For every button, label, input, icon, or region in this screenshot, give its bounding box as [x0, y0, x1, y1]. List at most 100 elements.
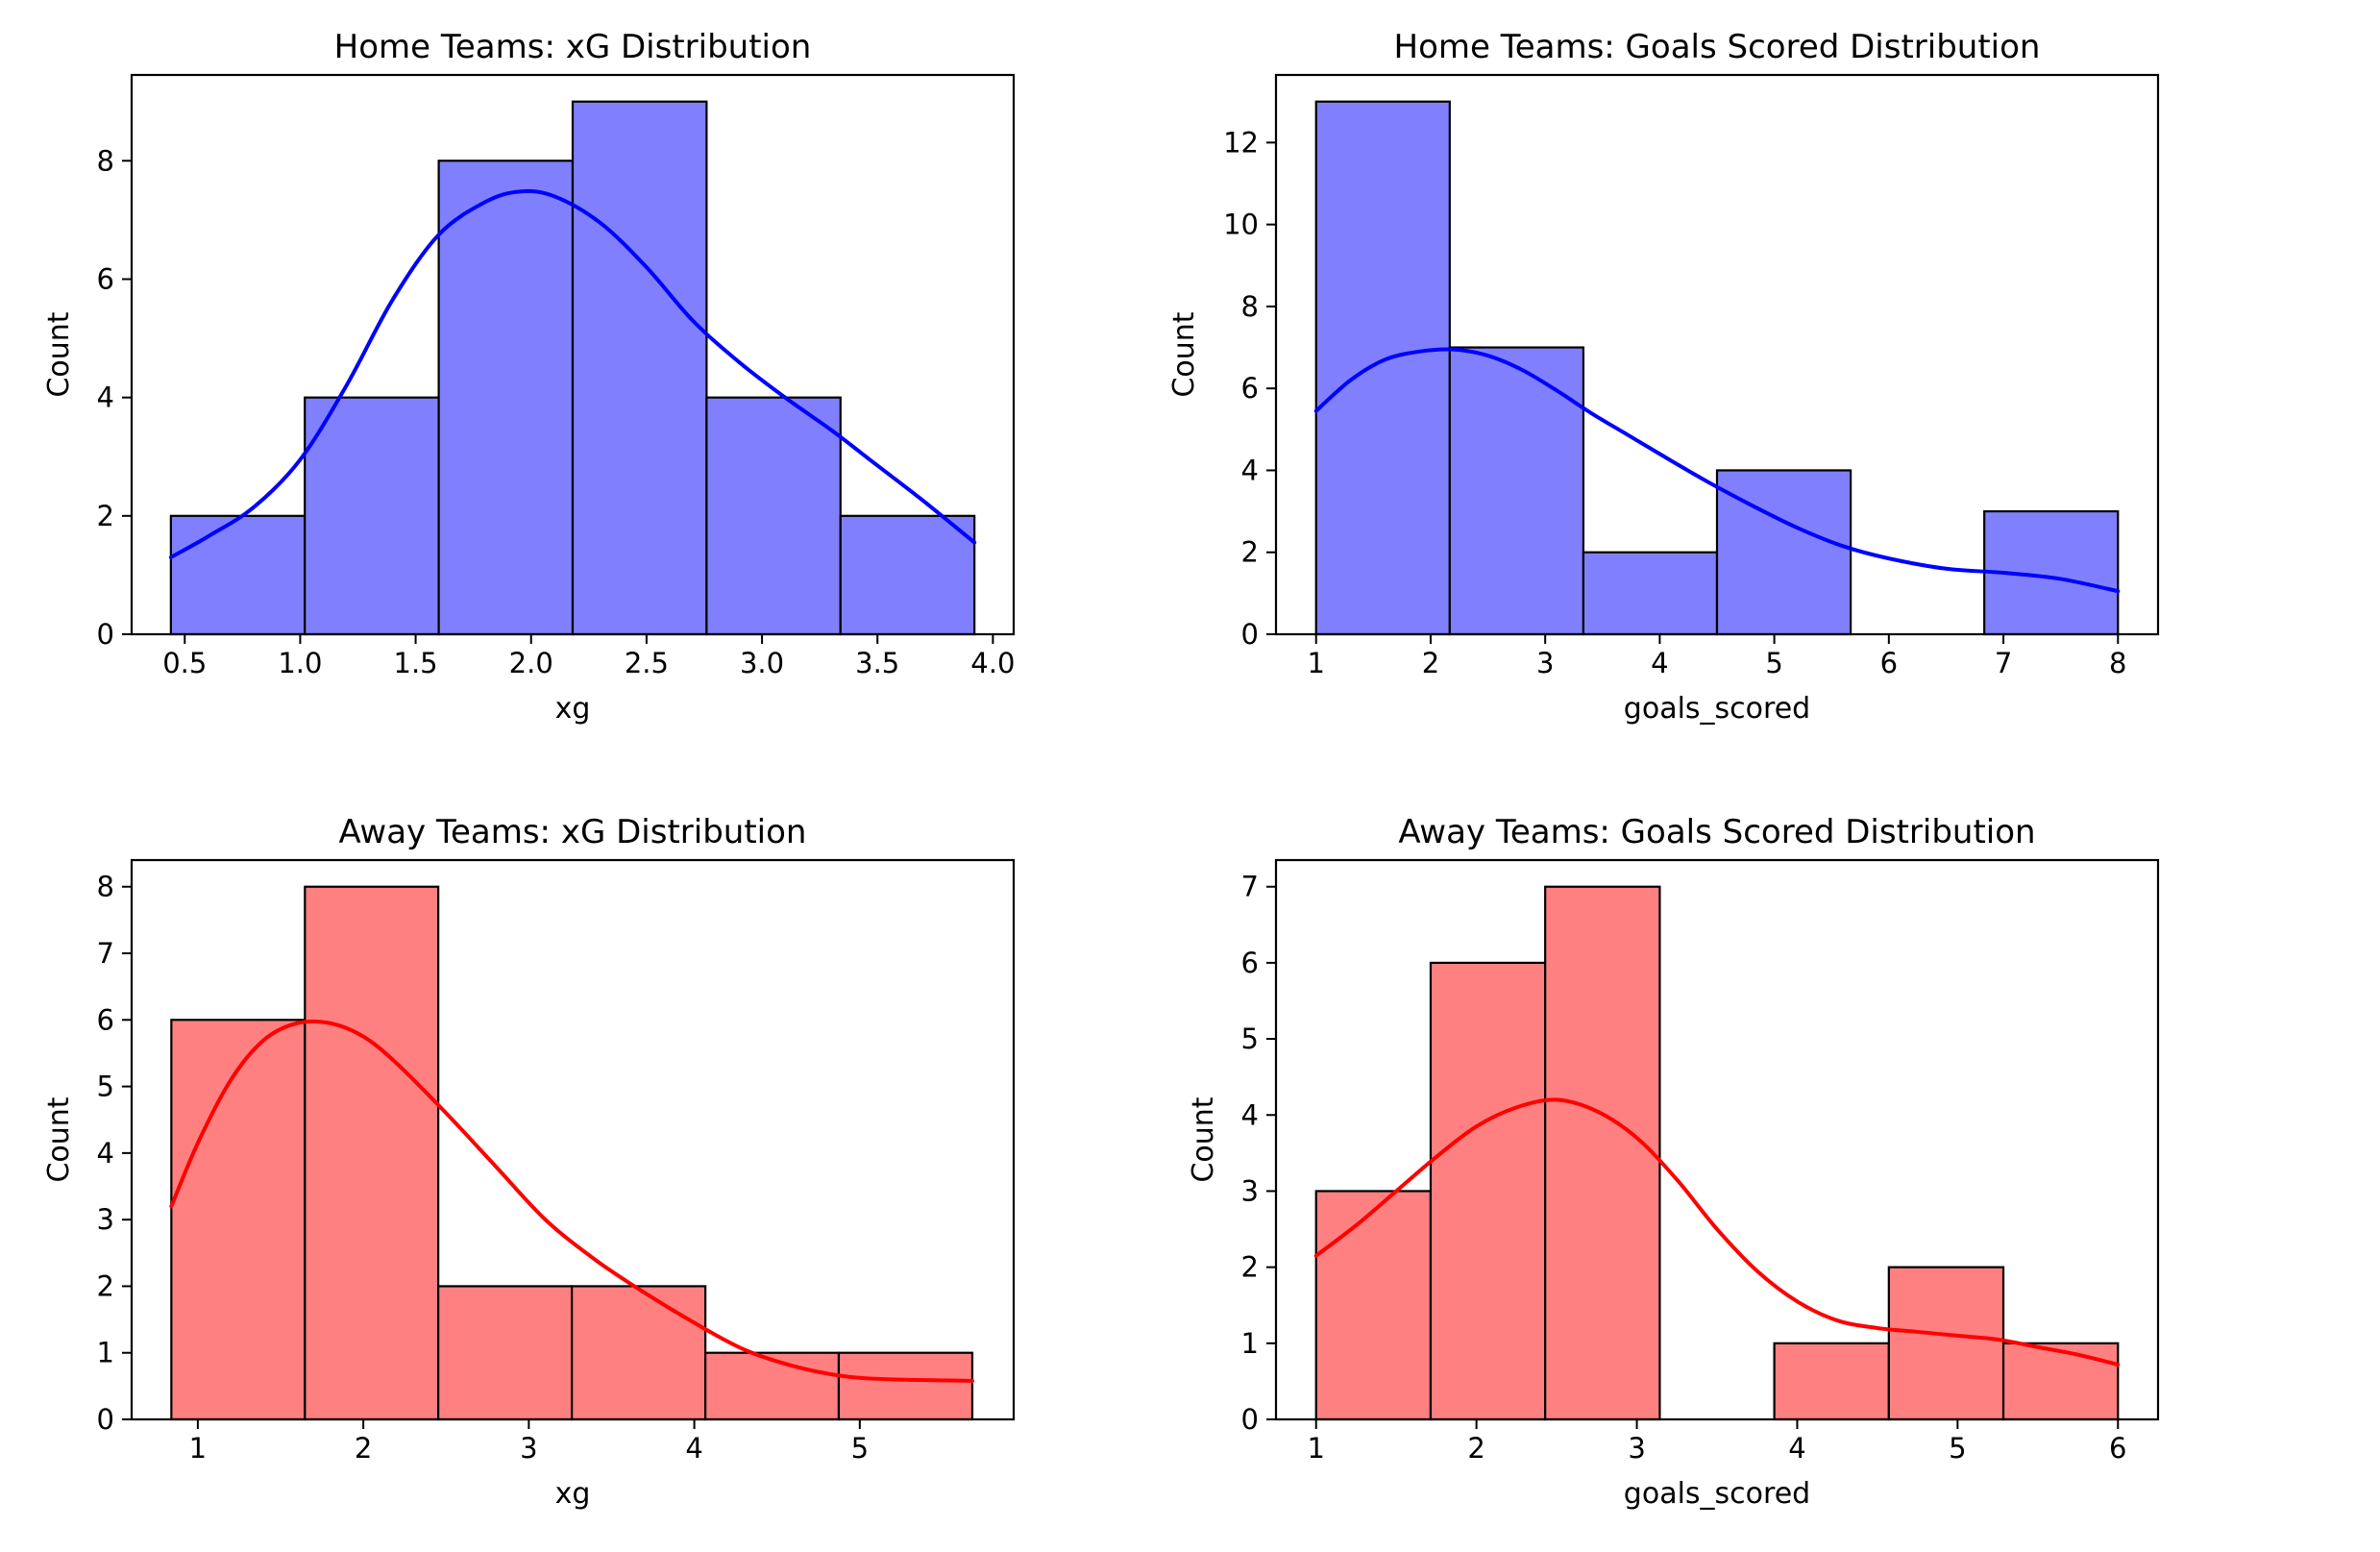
histogram-bar [304, 885, 440, 1421]
histogram-bar [1887, 1266, 2005, 1421]
subplot-3: 1 2 3 4 5 0 1 2 3 4 5 6 7 8 Away Teams: xG Distributio… [42, 813, 1016, 1511]
x-tick-label: 4 [685, 1432, 702, 1465]
x-tick-label: 1.0 [278, 647, 322, 679]
y-tick-label: 2 [97, 500, 114, 532]
y-tick-label: 6 [97, 1003, 114, 1036]
y-tick-label: 5 [97, 1071, 114, 1103]
y-tick-label: 4 [97, 382, 114, 414]
histogram-bar [1314, 100, 1451, 636]
x-tick-label: 0.5 [162, 647, 207, 679]
y-tick-label: 2 [1241, 536, 1259, 569]
y-axis-label: Count [1187, 1096, 1220, 1182]
x-axis-label: xg [555, 692, 591, 726]
y-tick-label: 6 [1241, 372, 1259, 405]
y-tick-label: 8 [1241, 290, 1259, 323]
x-tick-label: 3.0 [740, 647, 784, 679]
x-tick-label: 3 [1628, 1432, 1645, 1465]
x-tick-label: 5 [1765, 647, 1782, 679]
histogram-bar [837, 1351, 974, 1421]
x-tick-label: 5 [1949, 1432, 1966, 1465]
x-tick-label: 2 [1467, 1432, 1484, 1465]
y-tick-label: 1 [97, 1337, 114, 1369]
histogram-bar [839, 514, 976, 636]
y-tick-label: 5 [1241, 1022, 1259, 1055]
y-tick-label: 6 [97, 262, 114, 295]
x-tick-label: 6 [1880, 647, 1898, 679]
histogram-bar [304, 396, 440, 636]
x-tick-label: 2.0 [509, 647, 553, 679]
x-tick-label: 2 [1422, 647, 1439, 679]
x-axis-label: xg [555, 1477, 591, 1511]
y-tick-label: 7 [97, 937, 114, 970]
y-axis-label: Count [1167, 311, 1201, 397]
x-tick-label: 7 [1995, 647, 2012, 679]
x-tick-label: 4 [1651, 647, 1668, 679]
y-tick-label: 4 [1241, 454, 1259, 486]
y-tick-label: 3 [97, 1203, 114, 1236]
y-tick-label: 8 [97, 144, 114, 177]
subplot-1: 0.5 1.0 1.5 2.0 2.5 3.0 3.5 4.0 0 2 4 6 8 Home Teams:… [42, 28, 1015, 726]
histogram-bar [1314, 1190, 1433, 1421]
histogram-bar [1773, 1342, 1890, 1421]
kde-curve [168, 188, 977, 559]
histogram-bar [1544, 885, 1661, 1421]
axes-frame [1274, 73, 2160, 636]
x-tick-label: 8 [2109, 647, 2126, 679]
histogram-bar [1448, 346, 1585, 636]
histogram-bar [2001, 1342, 2120, 1421]
axes-frame [130, 858, 1016, 1421]
y-tick-label: 0 [97, 1403, 114, 1436]
x-tick-label: 4 [1788, 1432, 1805, 1465]
y-tick-label: 2 [1241, 1251, 1259, 1284]
y-tick-label: 1 [1241, 1327, 1259, 1360]
x-tick-label: 6 [2109, 1432, 2126, 1465]
x-tick-label: 1.5 [394, 647, 438, 679]
axes-frame [130, 73, 1016, 636]
y-tick-label: 6 [1241, 947, 1259, 979]
y-tick-label: 4 [1241, 1098, 1259, 1131]
kde-curve [169, 1019, 974, 1383]
y-tick-label: 2 [97, 1269, 114, 1302]
x-tick-label: 1 [189, 1432, 207, 1465]
y-axis-label: Count [42, 311, 76, 397]
x-tick-label: 5 [851, 1432, 869, 1465]
histogram-bar [170, 1019, 307, 1421]
axes-frame [1274, 858, 2160, 1421]
x-axis-label: goals_scored [1624, 692, 1810, 726]
histogram-bar [1429, 961, 1547, 1421]
histogram-bar [704, 1351, 841, 1421]
histogram-bar [437, 1285, 574, 1421]
y-tick-label: 12 [1223, 126, 1259, 159]
x-tick-label: 3 [1536, 647, 1554, 679]
y-tick-label: 0 [97, 618, 114, 651]
x-tick-label: 1 [1308, 1432, 1325, 1465]
y-tick-label: 10 [1223, 209, 1259, 241]
x-tick-label: 1 [1308, 647, 1325, 679]
x-tick-label: 3 [520, 1432, 537, 1465]
y-tick-label: 0 [1241, 1403, 1259, 1436]
y-tick-label: 7 [1241, 871, 1259, 903]
x-tick-label: 2 [355, 1432, 372, 1465]
histogram-bar [1715, 469, 1852, 636]
subplot-4: 1 2 3 4 5 6 0 1 2 3 4 5 6 7 Away Teams: Goals Scored D… [1187, 813, 2160, 1511]
subplot-title: Away Teams: Goals Scored Distribution [1398, 813, 2035, 851]
x-tick-label: 4.0 [970, 647, 1015, 679]
y-tick-label: 0 [1241, 618, 1259, 651]
histogram-bar [705, 396, 842, 636]
y-tick-label: 8 [97, 871, 114, 903]
y-axis-label: Count [42, 1096, 76, 1182]
subplot-title: Away Teams: xG Distribution [339, 813, 807, 851]
kde-curve [1313, 347, 2121, 594]
subplot-title: Home Teams: Goals Scored Distribution [1394, 28, 2041, 66]
histogram-bar [571, 100, 708, 636]
subplot-title: Home Teams: xG Distribution [334, 28, 812, 66]
histogram-bar [1582, 551, 1719, 636]
x-tick-label: 2.5 [625, 647, 669, 679]
kde-curve [1313, 1097, 2121, 1367]
histogram-bar [437, 160, 575, 636]
y-tick-label: 3 [1241, 1174, 1259, 1207]
x-tick-label: 3.5 [855, 647, 899, 679]
histogram-bar [169, 514, 307, 636]
